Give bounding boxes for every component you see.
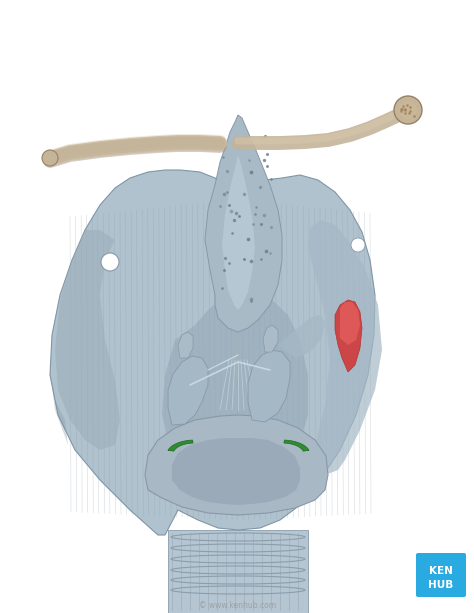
- Text: © www.kenhub.com: © www.kenhub.com: [200, 601, 276, 611]
- Text: HUB: HUB: [428, 580, 454, 590]
- Polygon shape: [145, 415, 328, 515]
- Circle shape: [394, 96, 422, 124]
- Polygon shape: [168, 440, 193, 451]
- Polygon shape: [50, 170, 375, 535]
- Polygon shape: [50, 370, 68, 445]
- Polygon shape: [263, 325, 278, 352]
- Text: KEN: KEN: [429, 566, 453, 576]
- Polygon shape: [284, 440, 309, 451]
- Circle shape: [399, 101, 417, 119]
- Polygon shape: [308, 220, 382, 475]
- Polygon shape: [168, 530, 308, 613]
- Polygon shape: [335, 300, 362, 372]
- Polygon shape: [178, 332, 193, 358]
- Polygon shape: [340, 302, 360, 345]
- Polygon shape: [248, 350, 290, 422]
- Polygon shape: [168, 356, 208, 425]
- Polygon shape: [55, 230, 120, 450]
- Polygon shape: [162, 292, 308, 478]
- Polygon shape: [222, 155, 255, 310]
- Polygon shape: [172, 438, 300, 505]
- FancyBboxPatch shape: [416, 553, 466, 597]
- Circle shape: [351, 238, 365, 252]
- Polygon shape: [278, 315, 325, 358]
- Circle shape: [101, 253, 119, 271]
- Polygon shape: [234, 332, 240, 380]
- Polygon shape: [205, 115, 282, 332]
- Circle shape: [42, 150, 58, 166]
